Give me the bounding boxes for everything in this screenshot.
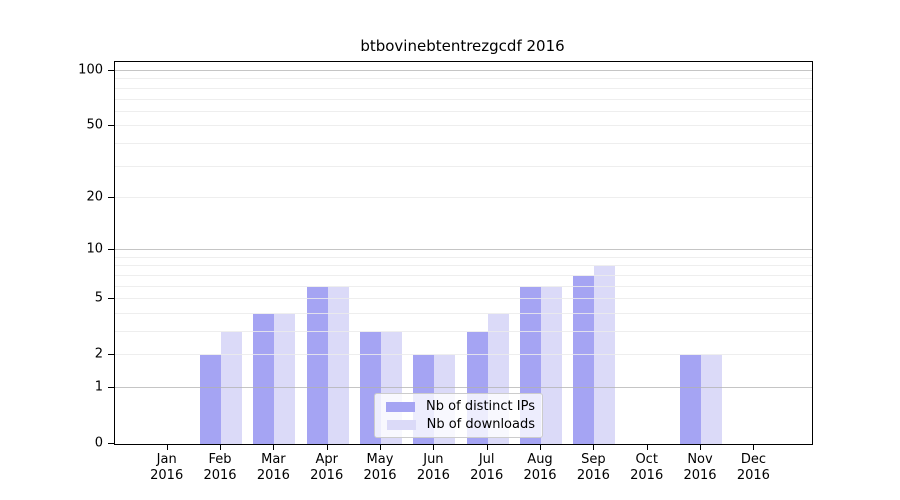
legend-label-nb-of-downloads: Nb of downloads: [426, 417, 535, 432]
x-tick-year: 2016: [523, 468, 557, 483]
y-tick-label-1: 1: [94, 379, 103, 395]
x-tick-year: 2016: [683, 468, 717, 483]
x-tick-month: Aug: [527, 452, 553, 467]
bar-nb-of-distinct-ips-nov: [680, 355, 702, 444]
x-tick-year: 2016: [736, 468, 770, 483]
x-tick-label-oct: Oct 2016: [607, 452, 687, 484]
x-tick-month: Mar: [261, 452, 286, 467]
x-tick-year: 2016: [310, 468, 344, 483]
x-tick-year: 2016: [256, 468, 290, 483]
legend-label-nb-of-distinct-ips: Nb of distinct IPs: [426, 399, 535, 414]
bar-nb-of-downloads-apr: [327, 286, 349, 444]
x-tick-mark-jan: [166, 444, 168, 450]
x-tick-mark-aug: [540, 444, 541, 450]
x-tick-month: Jan: [156, 452, 177, 467]
x-tick-label-may: May 2016: [340, 452, 420, 484]
legend-row-nb-of-distinct-ips: Nb of distinct IPs: [382, 399, 535, 414]
y-tick-mark-100: [108, 70, 114, 71]
y-tick-mark-2: [108, 354, 114, 356]
x-tick-label-jun: Jun 2016: [393, 452, 473, 484]
x-tick-month: Nov: [687, 452, 713, 467]
bar-nb-of-downloads-feb: [221, 332, 243, 444]
y-tick-mark-10: [108, 249, 114, 251]
x-tick-label-dec: Dec 2016: [713, 452, 793, 484]
x-tick-label-feb: Feb 2016: [180, 452, 260, 484]
x-tick-year: 2016: [416, 468, 450, 483]
y-tick-mark-20: [108, 196, 114, 198]
x-tick-mark-apr: [326, 444, 328, 450]
x-tick-mark-jul: [486, 444, 488, 450]
x-tick-month: Dec: [740, 452, 766, 467]
x-tick-label-apr: Apr 2016: [287, 452, 367, 484]
y-tick-mark-5: [108, 298, 114, 300]
x-tick-year: 2016: [630, 468, 664, 483]
x-tick-mark-feb: [220, 444, 221, 450]
x-tick-label-nov: Nov 2016: [660, 452, 740, 484]
x-tick-mark-sep: [593, 444, 595, 450]
x-tick-label-mar: Mar 2016: [233, 452, 313, 484]
bar-nb-of-downloads-nov: [701, 355, 723, 444]
legend: Nb of distinct IPs Nb of downloads: [374, 393, 543, 438]
x-tick-label-jan: Jan 2016: [127, 452, 207, 484]
x-tick-month: Jul: [478, 452, 495, 467]
y-tick-mark-1: [108, 387, 114, 388]
y-tick-label-20: 20: [86, 189, 103, 205]
x-tick-year: 2016: [363, 468, 397, 483]
y-tick-label-10: 10: [86, 241, 103, 257]
legend-layer: Nb of distinct IPs Nb of downloads: [115, 62, 812, 444]
x-tick-mark-dec: [753, 444, 755, 450]
y-tick-mark-0: [108, 443, 114, 444]
x-tick-month: Apr: [315, 452, 338, 467]
x-tick-label-sep: Sep 2016: [553, 452, 633, 484]
bar-nb-of-distinct-ips-apr: [306, 286, 328, 444]
x-tick-label-aug: Aug 2016: [500, 452, 580, 484]
bar-nb-of-distinct-ips-sep: [573, 275, 595, 444]
x-tick-mark-mar: [273, 444, 275, 450]
x-tick-mark-oct: [646, 444, 648, 450]
x-tick-month: Jun: [423, 452, 444, 467]
legend-row-nb-of-downloads: Nb of downloads: [382, 417, 535, 432]
x-tick-year: 2016: [150, 468, 184, 483]
y-tick-label-50: 50: [86, 117, 103, 133]
x-tick-year: 2016: [203, 468, 237, 483]
legend-swatch-nb-of-downloads: [386, 419, 416, 430]
bar-nb-of-downloads-aug: [541, 286, 563, 444]
x-tick-year: 2016: [470, 468, 504, 483]
bar-nb-of-downloads-sep: [594, 266, 616, 444]
x-tick-label-jul: Jul 2016: [447, 452, 527, 484]
plot-area: Nb of distinct IPs Nb of downloads: [114, 61, 813, 445]
x-tick-mark-jun: [433, 444, 435, 450]
x-tick-mark-may: [380, 444, 381, 450]
bar-nb-of-downloads-mar: [274, 313, 296, 444]
chart-title: btbovinebtentrezgcdf 2016: [360, 37, 565, 55]
bar-nb-of-distinct-ips-feb: [200, 355, 222, 444]
x-tick-month: Sep: [581, 452, 606, 467]
x-tick-year: 2016: [576, 468, 610, 483]
y-tick-label-2: 2: [94, 346, 103, 362]
x-tick-month: Oct: [635, 452, 658, 467]
y-tick-mark-50: [108, 125, 114, 127]
x-tick-month: Feb: [208, 452, 232, 467]
x-tick-month: May: [366, 452, 394, 467]
y-tick-label-0: 0: [94, 435, 103, 451]
bar-nb-of-distinct-ips-mar: [253, 313, 275, 444]
x-tick-mark-nov: [700, 444, 701, 450]
legend-swatch-nb-of-distinct-ips: [386, 401, 416, 412]
y-tick-label-100: 100: [78, 62, 103, 78]
y-tick-label-5: 5: [94, 290, 103, 306]
